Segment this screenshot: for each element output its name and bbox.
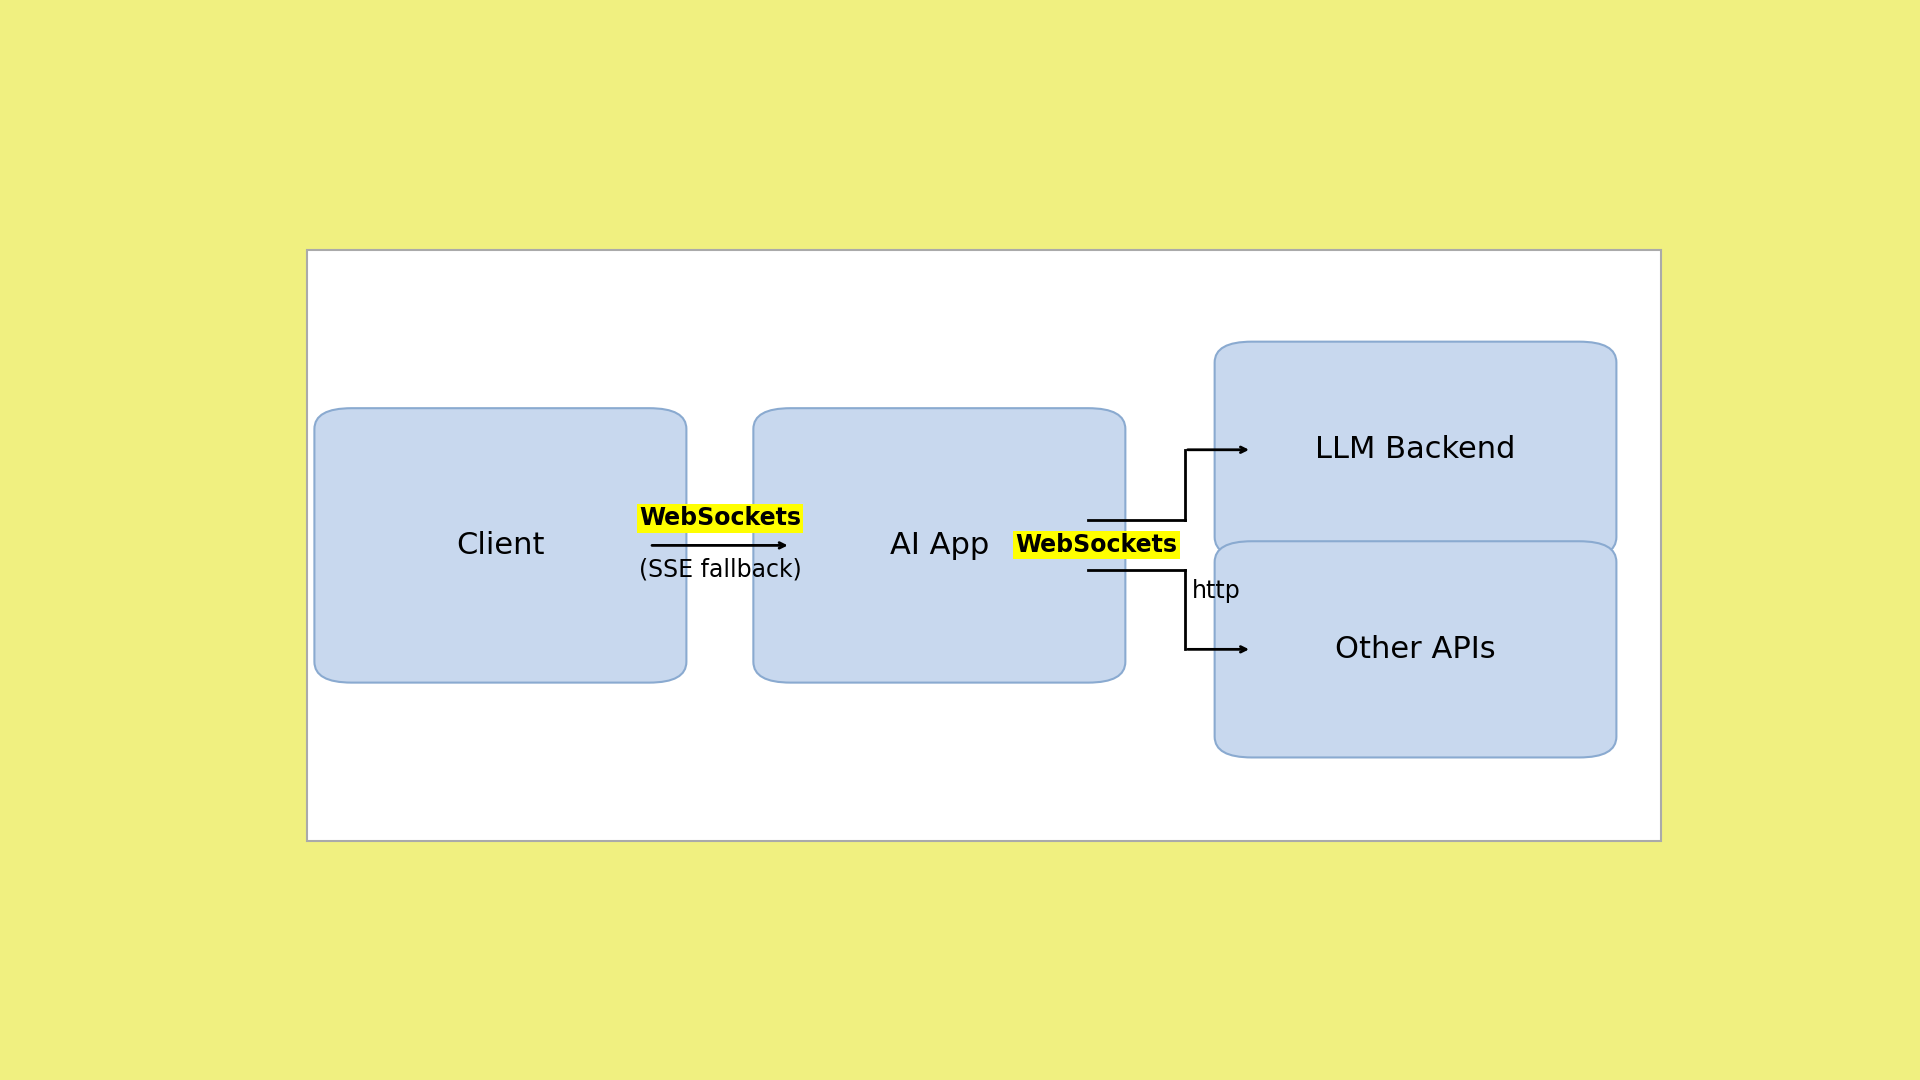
Text: (SSE fallback): (SSE fallback): [639, 558, 801, 582]
Text: AI App: AI App: [889, 531, 989, 559]
Text: WebSockets: WebSockets: [1016, 532, 1177, 557]
Text: http: http: [1192, 579, 1240, 603]
Text: WebSockets: WebSockets: [639, 507, 801, 530]
FancyBboxPatch shape: [1215, 541, 1617, 757]
FancyBboxPatch shape: [753, 408, 1125, 683]
FancyBboxPatch shape: [1215, 341, 1617, 558]
FancyBboxPatch shape: [307, 251, 1661, 840]
Text: Other APIs: Other APIs: [1334, 635, 1496, 664]
FancyBboxPatch shape: [315, 408, 687, 683]
Text: LLM Backend: LLM Backend: [1315, 435, 1515, 464]
Text: Client: Client: [457, 531, 545, 559]
